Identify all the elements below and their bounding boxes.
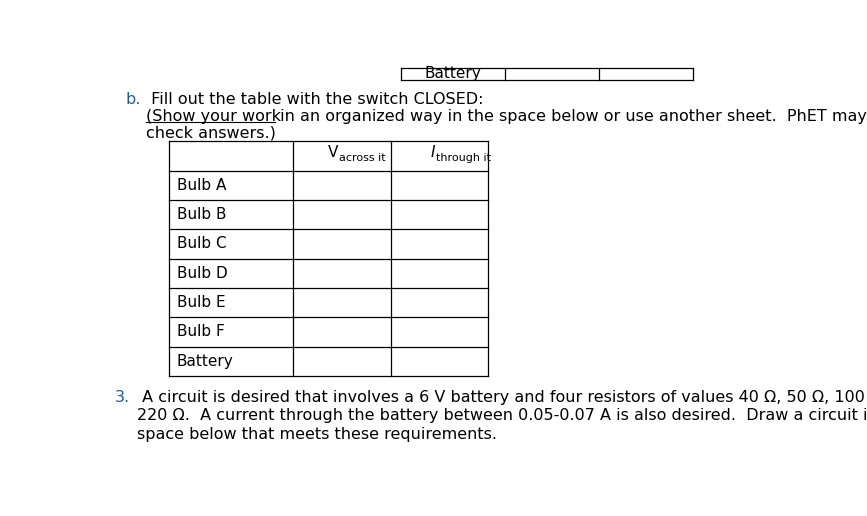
Text: Bulb C: Bulb C xyxy=(177,236,226,251)
Text: V: V xyxy=(328,144,338,159)
Text: Bulb D: Bulb D xyxy=(177,266,228,281)
Text: Bulb A: Bulb A xyxy=(177,178,226,193)
Text: in an organized way in the space below or use another sheet.  PhET may be used t: in an organized way in the space below o… xyxy=(275,109,867,124)
Text: 220 Ω.  A current through the battery between 0.05-0.07 A is also desired.  Draw: 220 Ω. A current through the battery bet… xyxy=(137,408,867,424)
Text: Fill out the table with the switch CLOSED:: Fill out the table with the switch CLOSE… xyxy=(146,92,484,107)
Text: through it: through it xyxy=(436,153,491,163)
Text: check answers.): check answers.) xyxy=(146,125,276,140)
Text: Battery: Battery xyxy=(424,67,481,82)
Text: space below that meets these requirements.: space below that meets these requirement… xyxy=(137,427,497,442)
Text: Battery: Battery xyxy=(177,353,234,368)
Text: b.: b. xyxy=(125,92,140,107)
Text: Bulb F: Bulb F xyxy=(177,325,225,340)
Text: I: I xyxy=(431,144,435,159)
Text: Bulb E: Bulb E xyxy=(177,295,225,310)
Text: Bulb B: Bulb B xyxy=(177,207,226,222)
Text: 3.: 3. xyxy=(115,390,130,405)
Text: (Show your work: (Show your work xyxy=(146,109,281,124)
Text: A circuit is desired that involves a 6 V battery and four resistors of values 40: A circuit is desired that involves a 6 V… xyxy=(137,390,867,405)
Text: across it: across it xyxy=(338,153,385,163)
